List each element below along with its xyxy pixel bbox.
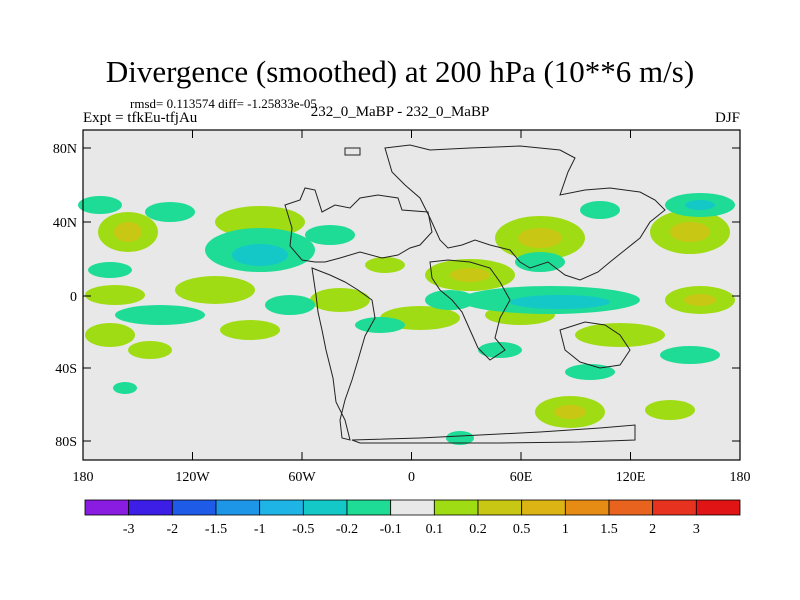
x-tick-label: 0 — [408, 470, 415, 485]
continent-outlines — [284, 144, 666, 444]
x-tick-label: 120W — [175, 470, 210, 485]
colorbar-swatch — [433, 499, 479, 516]
colorbar-label: 1.5 — [600, 522, 618, 537]
y-tick-label: 40S — [55, 362, 77, 377]
colorbar-label: -1 — [254, 522, 266, 537]
colorbar-label: -0.5 — [292, 522, 314, 537]
colorbar-swatch — [171, 499, 217, 516]
colorbar-label: 0.5 — [513, 522, 531, 537]
x-tick-label: 60E — [510, 470, 533, 485]
stats-label: rmsd= 0.113574 diff= -1.25833e-05 — [130, 96, 317, 111]
colorbar-swatch — [564, 499, 610, 516]
case-label: 232_0_MaBP - 232_0_MaBP — [310, 104, 490, 120]
colorbar-swatch — [84, 499, 130, 516]
colorbar-label: -2 — [166, 522, 178, 537]
x-tick-label: 120E — [616, 470, 646, 485]
experiment-label: Expt = tfkEu-tfjAu — [83, 110, 198, 126]
colorbar-label: 0.2 — [469, 522, 487, 537]
colorbar-swatch — [346, 499, 392, 516]
y-tick-label: 80N — [53, 142, 77, 157]
colorbar-label: -0.1 — [380, 522, 402, 537]
x-tick-label: 60W — [288, 470, 316, 485]
y-axis: 80N 40N 0 40S 80S — [53, 142, 740, 450]
y-tick-label: 80S — [55, 435, 77, 450]
colorbar-swatch — [521, 499, 566, 516]
colorbar: -3 -2 -1.5 -1 -0.5 -0.2 -0.1 0.1 0.2 0.5 1 1.5 2 3 — [84, 499, 741, 537]
x-axis: 180 120W 60W 0 60E 120E 180 — [73, 130, 751, 485]
colorbar-swatch — [695, 499, 741, 516]
colorbar-label: 1 — [562, 522, 569, 537]
colorbar-swatch — [652, 499, 697, 516]
colorbar-label: -1.5 — [205, 522, 227, 537]
colorbar-label: -0.2 — [336, 522, 358, 537]
colorbar-swatch — [302, 499, 348, 516]
colorbar-swatch — [390, 499, 435, 516]
x-tick-label: 180 — [73, 470, 94, 485]
colorbar-swatch — [259, 499, 304, 516]
colorbar-label: 3 — [693, 522, 700, 537]
colorbar-swatch — [477, 499, 523, 516]
colorbar-label: 0.1 — [426, 522, 444, 537]
y-tick-label: 40N — [53, 216, 77, 231]
season-label: DJF — [714, 110, 740, 126]
colorbar-swatch — [215, 499, 261, 516]
divergence-contours — [78, 193, 735, 445]
colorbar-swatch — [128, 499, 173, 516]
y-tick-label: 0 — [70, 290, 77, 305]
x-tick-label: 180 — [730, 470, 751, 485]
colorbar-label: -3 — [123, 522, 135, 537]
plot-title: Divergence (smoothed) at 200 hPa (10**6 … — [105, 54, 695, 89]
colorbar-swatch — [608, 499, 654, 516]
colorbar-label: 2 — [649, 522, 656, 537]
